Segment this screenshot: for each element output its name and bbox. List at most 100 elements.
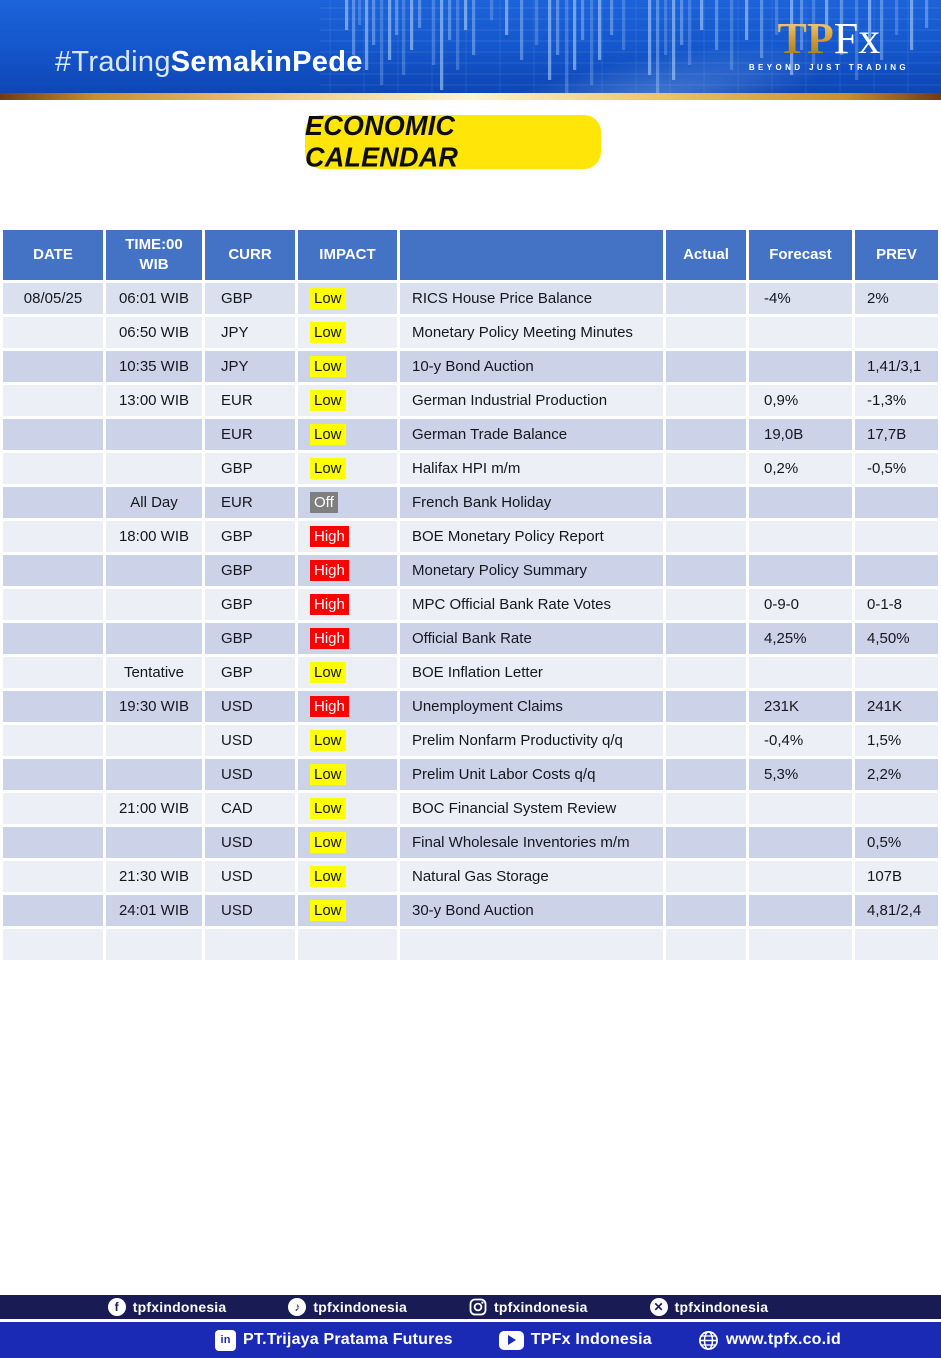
prev-cell: 2,2% — [855, 759, 938, 790]
time-cell: 06:01 WIB — [106, 283, 202, 314]
time-cell — [106, 419, 202, 450]
youtube-link[interactable]: TPFx Indonesia — [498, 1330, 652, 1350]
column-header-event — [400, 230, 663, 280]
impact-cell: High — [298, 589, 397, 620]
linkedin-link[interactable]: in PT.Trijaya Pratama Futures — [215, 1329, 453, 1351]
table-row: All Day EUR Off French Bank Holiday — [3, 487, 938, 518]
forecast-cell — [749, 351, 852, 382]
table-row: 21:30 WIB USD Low Natural Gas Storage 107B — [3, 861, 938, 892]
prev-cell: 107B — [855, 861, 938, 892]
date-cell — [3, 793, 103, 824]
prev-cell: 1,41/3,1 — [855, 351, 938, 382]
currency-cell: GBP — [205, 283, 295, 314]
event-cell — [400, 929, 663, 960]
forecast-cell: -0,4% — [749, 725, 852, 756]
forecast-cell — [749, 861, 852, 892]
event-cell: Prelim Nonfarm Productivity q/q — [400, 725, 663, 756]
impact-badge-high: High — [310, 560, 349, 581]
impact-badge-low: Low — [310, 900, 346, 921]
time-cell: All Day — [106, 487, 202, 518]
forecast-cell — [749, 657, 852, 688]
time-cell: 24:01 WIB — [106, 895, 202, 926]
youtube-icon — [498, 1330, 524, 1350]
date-cell — [3, 929, 103, 960]
facebook-link[interactable]: f tpfxindonesia — [107, 1298, 227, 1316]
website-link[interactable]: www.tpfx.co.id — [698, 1330, 841, 1351]
currency-cell: GBP — [205, 657, 295, 688]
instagram-link[interactable]: tpfxindonesia — [469, 1298, 588, 1316]
event-cell: Unemployment Claims — [400, 691, 663, 722]
table-row: 24:01 WIB USD Low 30-y Bond Auction 4,81/2,4 — [3, 895, 938, 926]
time-cell — [106, 929, 202, 960]
tpfx-logo-word: TPFx — [749, 16, 909, 62]
currency-cell: GBP — [205, 623, 295, 654]
currency-cell: JPY — [205, 351, 295, 382]
event-cell: BOE Monetary Policy Report — [400, 521, 663, 552]
banner-chart-graphic — [320, 0, 941, 100]
date-cell — [3, 351, 103, 382]
event-cell: German Trade Balance — [400, 419, 663, 450]
actual-cell — [666, 691, 746, 722]
campaign-hashtag: #TradingSemakinPede — [55, 46, 363, 79]
date-cell — [3, 691, 103, 722]
currency-cell: EUR — [205, 385, 295, 416]
table-row: 13:00 WIB EUR Low German Industrial Product… — [3, 385, 938, 416]
page-title-badge: ECONOMIC CALENDAR — [305, 110, 601, 173]
event-cell: Monetary Policy Summary — [400, 555, 663, 586]
date-cell — [3, 419, 103, 450]
impact-badge-low: Low — [310, 390, 346, 411]
actual-cell — [666, 453, 746, 484]
actual-cell — [666, 861, 746, 892]
table-row: USD Low Prelim Unit Labor Costs q/q 5,3% 2,2… — [3, 759, 938, 790]
tiktok-handle: tpfxindonesia — [313, 1299, 407, 1315]
actual-cell — [666, 657, 746, 688]
website-url: www.tpfx.co.id — [725, 1331, 841, 1348]
date-cell — [3, 759, 103, 790]
prev-cell: 4,81/2,4 — [855, 895, 938, 926]
date-cell — [3, 317, 103, 348]
table-row: Tentative GBP Low BOE Inflation Letter — [3, 657, 938, 688]
instagram-handle: tpfxindonesia — [494, 1299, 588, 1315]
table-row: 21:00 WIB CAD Low BOC Financial System Revi… — [3, 793, 938, 824]
impact-badge-low: Low — [310, 866, 346, 887]
column-header-date: DATE — [3, 230, 103, 280]
actual-cell — [666, 419, 746, 450]
table-row: 18:00 WIB GBP High BOE Monetary Policy Repo… — [3, 521, 938, 552]
impact-cell: High — [298, 691, 397, 722]
impact-cell: Low — [298, 317, 397, 348]
impact-cell — [298, 929, 397, 960]
impact-badge-high: High — [310, 628, 349, 649]
actual-cell — [666, 317, 746, 348]
impact-badge-low: Low — [310, 322, 346, 343]
prev-cell: 4,50% — [855, 623, 938, 654]
prev-cell: 0,5% — [855, 827, 938, 858]
prev-cell — [855, 657, 938, 688]
forecast-cell: 19,0B — [749, 419, 852, 450]
gold-divider — [0, 93, 941, 100]
prev-cell — [855, 929, 938, 960]
event-cell: Monetary Policy Meeting Minutes — [400, 317, 663, 348]
forecast-cell: -4% — [749, 283, 852, 314]
forecast-cell — [749, 487, 852, 518]
actual-cell — [666, 929, 746, 960]
currency-cell: GBP — [205, 589, 295, 620]
actual-cell — [666, 521, 746, 552]
time-cell — [106, 453, 202, 484]
forecast-cell: 0,2% — [749, 453, 852, 484]
actual-cell — [666, 487, 746, 518]
forecast-cell: 0-9-0 — [749, 589, 852, 620]
footer-info-bar: in PT.Trijaya Pratama Futures TPFx Indon… — [0, 1322, 941, 1358]
time-cell — [106, 725, 202, 756]
table-row: GBP High Monetary Policy Summary — [3, 555, 938, 586]
actual-cell — [666, 385, 746, 416]
tiktok-link[interactable]: ♪ tpfxindonesia — [288, 1298, 407, 1316]
prev-cell — [855, 317, 938, 348]
tpfx-logo: TPFx BEYOND JUST TRADING — [749, 16, 909, 73]
currency-cell: USD — [205, 725, 295, 756]
impact-cell: Low — [298, 793, 397, 824]
event-cell: Official Bank Rate — [400, 623, 663, 654]
forecast-cell — [749, 827, 852, 858]
currency-cell: EUR — [205, 419, 295, 450]
x-link[interactable]: ✕ tpfxindonesia — [649, 1298, 769, 1316]
impact-badge-high: High — [310, 594, 349, 615]
